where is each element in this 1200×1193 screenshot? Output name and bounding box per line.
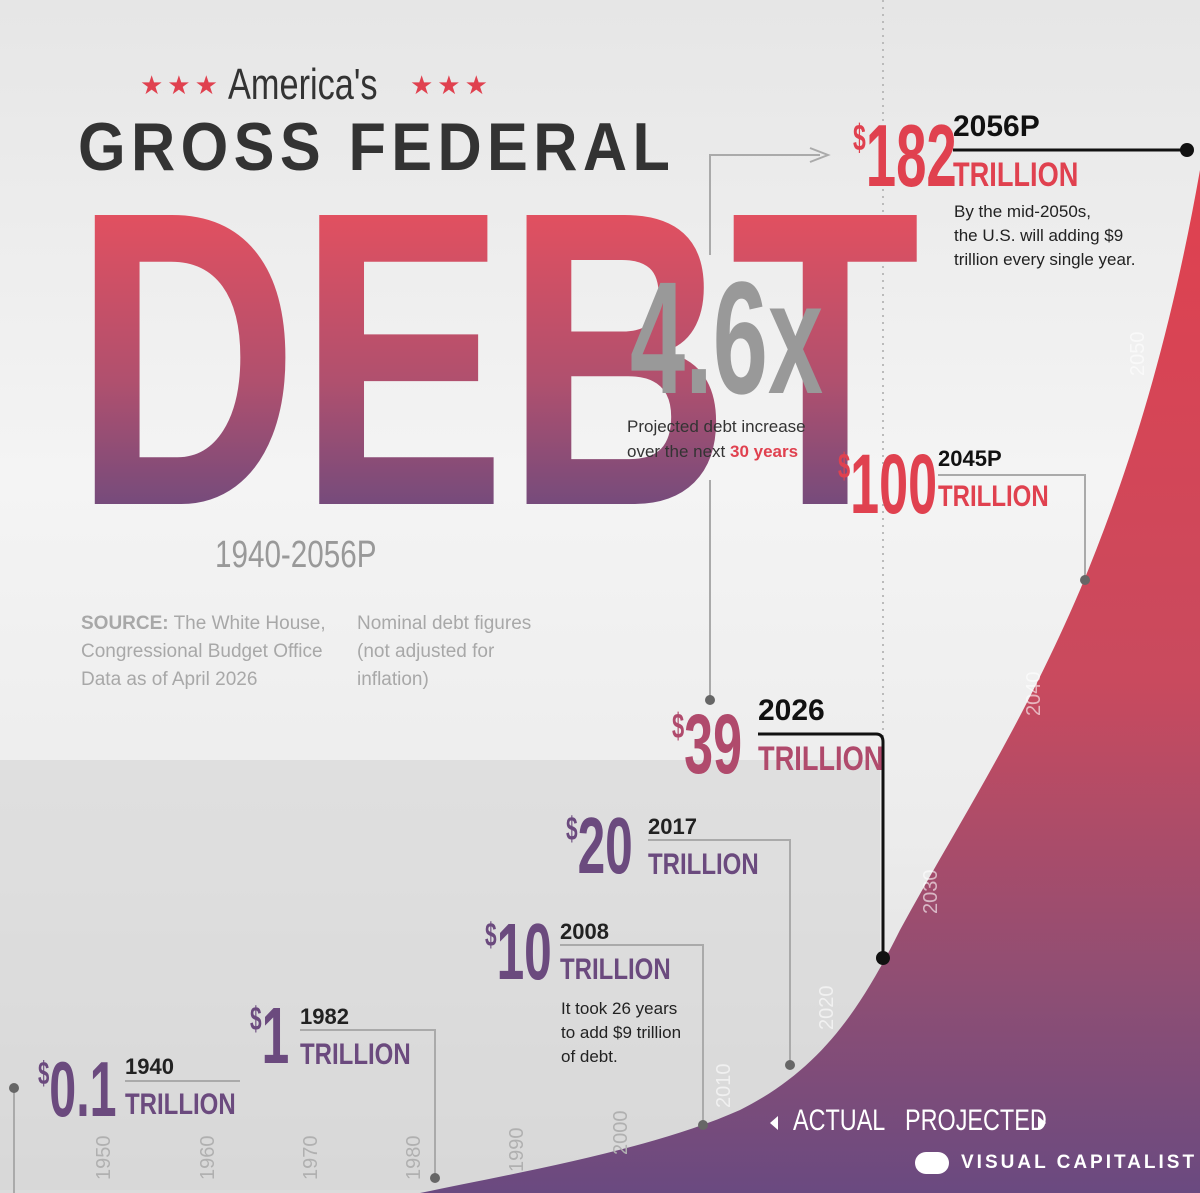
unit-text: TRILLION xyxy=(560,953,671,986)
debt-curve xyxy=(420,170,1200,1193)
note-line: Nominal debt figures xyxy=(357,613,532,634)
note-line: of debt. xyxy=(561,1047,618,1066)
multiplier-caption: Projected debt increase over the next 30 … xyxy=(627,414,806,464)
amount-value: 0.1 xyxy=(49,1045,117,1133)
amount-text: $1 xyxy=(250,996,289,1076)
year: 2056P xyxy=(953,110,1040,143)
currency: $ xyxy=(672,707,685,746)
amount-text: $10 xyxy=(485,912,552,992)
unit-text: TRILLION xyxy=(953,156,1079,194)
unit: TRILLION xyxy=(938,480,1076,514)
note-line: to add $9 trillion xyxy=(561,1023,682,1042)
note: Nominal debt figures (not adjusted for inf… xyxy=(357,610,531,694)
unit-text: TRILLION xyxy=(648,848,759,881)
amount-value: 1 xyxy=(261,991,290,1080)
decade-label: 2010 xyxy=(713,1063,735,1109)
amount-value: 100 xyxy=(850,437,938,531)
amount: $20 xyxy=(566,806,674,886)
title: GROSS FEDERAL xyxy=(78,109,676,185)
unit: TRILLION xyxy=(648,848,786,882)
caption: over the next xyxy=(627,442,726,461)
currency: $ xyxy=(566,811,578,848)
callout-note: It took 26 years to add $9 trillion of deb… xyxy=(561,997,681,1069)
brand-logo xyxy=(915,1152,949,1174)
amount-text: $20 xyxy=(566,806,633,886)
kicker: America's xyxy=(228,60,378,109)
decade-label: 2050 xyxy=(1127,331,1149,377)
year: 2045P xyxy=(938,446,1002,471)
amount: $39 xyxy=(672,702,785,786)
headline: DEBT xyxy=(74,125,921,594)
decade-label: 2040 xyxy=(1023,671,1045,717)
amount: $100 xyxy=(838,442,998,526)
year: 1940 xyxy=(125,1054,174,1079)
legend-actual: ACTUAL xyxy=(793,1104,886,1137)
source-line: Data as of April 2026 xyxy=(81,669,258,690)
note-line: the U.S. will adding $9 xyxy=(954,226,1124,245)
year: 2026 xyxy=(758,694,825,727)
note-line: trillion every single year. xyxy=(954,250,1136,269)
unit-text: TRILLION xyxy=(125,1088,236,1121)
connector-lines xyxy=(13,147,1086,1193)
decade-label: 1970 xyxy=(300,1135,322,1181)
decade-label: 2030 xyxy=(920,869,942,915)
stars: ★★★ xyxy=(140,70,222,100)
brand: VISUAL CAPITALIST xyxy=(915,1152,1197,1174)
currency: $ xyxy=(853,117,866,158)
unit-text: TRILLION xyxy=(938,480,1049,513)
amount-text: $0.1 xyxy=(38,1050,117,1128)
note-line: It took 26 years xyxy=(561,999,678,1018)
decade-label: 1960 xyxy=(197,1135,219,1181)
decade-label: 1980 xyxy=(403,1135,425,1181)
amount-text: $182 xyxy=(853,112,957,200)
amount: $0.1 xyxy=(38,1050,165,1128)
callout-note: By the mid-2050s, the U.S. will adding $9… xyxy=(954,200,1135,272)
unit: TRILLION xyxy=(953,156,1110,195)
note-line: (not adjusted for xyxy=(357,641,495,662)
note-line: By the mid-2050s, xyxy=(954,202,1092,221)
amount-value: 39 xyxy=(684,697,743,791)
unit-text: TRILLION xyxy=(300,1038,411,1071)
legend-projected: PROJECTED xyxy=(905,1104,1047,1137)
amount-text: $100 xyxy=(838,442,937,526)
source-line: The White House, xyxy=(173,613,326,634)
currency: $ xyxy=(838,447,851,486)
period: 1940-2056P xyxy=(215,534,377,576)
decade-label: 1990 xyxy=(506,1127,528,1173)
amount-value: 10 xyxy=(496,907,552,996)
amount-value: 182 xyxy=(865,106,957,205)
source-line: Congressional Budget Office xyxy=(81,641,323,662)
currency: $ xyxy=(250,1001,262,1038)
decade-label: 2020 xyxy=(816,985,838,1031)
unit: TRILLION xyxy=(560,953,698,987)
year: 2017 xyxy=(648,814,697,839)
note-line: inflation) xyxy=(357,669,429,690)
brand-name: VISUAL CAPITALIST xyxy=(961,1152,1198,1174)
unit: TRILLION xyxy=(758,740,915,779)
stars: ★★★ xyxy=(410,70,492,100)
decade-label: 1950 xyxy=(93,1135,115,1181)
amount: $10 xyxy=(485,912,593,992)
year: 2008 xyxy=(560,919,609,944)
unit: TRILLION xyxy=(125,1088,263,1122)
unit: TRILLION xyxy=(300,1038,438,1072)
amount: $1 xyxy=(250,996,313,1076)
source-label: SOURCE: xyxy=(81,613,169,634)
currency: $ xyxy=(38,1054,50,1091)
caption: Projected debt increase xyxy=(627,417,806,436)
multiplier: 4.6x xyxy=(630,248,824,427)
amount-text: $39 xyxy=(672,702,742,786)
unit-text: TRILLION xyxy=(758,740,884,778)
year: 1982 xyxy=(300,1004,349,1029)
source: SOURCE: The White House, Congressional Bu… xyxy=(81,610,326,694)
amount-value: 20 xyxy=(577,801,633,890)
decade-label: 2000 xyxy=(610,1110,632,1156)
currency: $ xyxy=(485,917,497,954)
highlight: 30 years xyxy=(730,442,799,461)
amount: $182 xyxy=(853,112,1020,200)
